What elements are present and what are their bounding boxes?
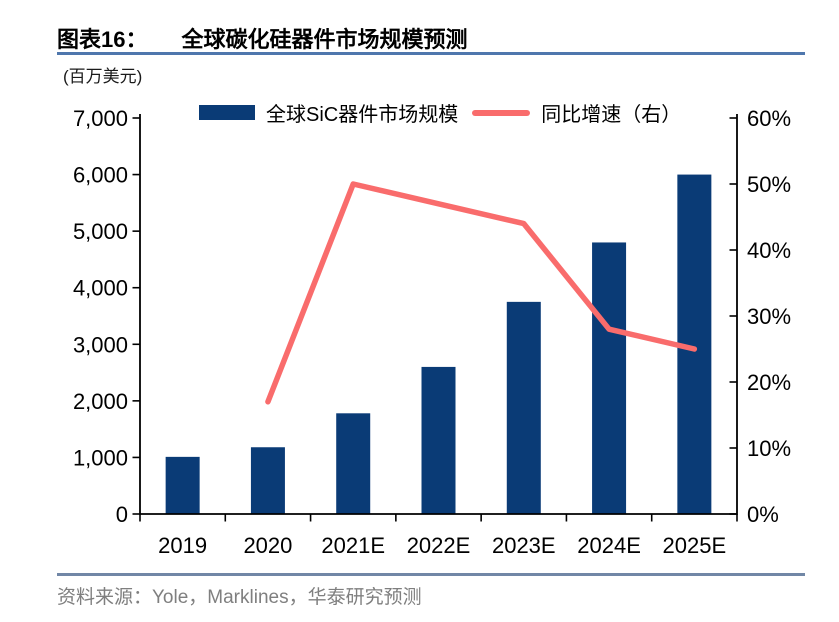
left-axis-tick-label: 6,000 xyxy=(73,163,128,188)
left-axis-tick-label: 7,000 xyxy=(73,106,128,131)
left-axis-tick-label: 3,000 xyxy=(73,332,128,357)
figure-header: 图表16： 全球碳化硅器件市场规模预测 xyxy=(57,22,805,54)
right-axis-tick-label: 50% xyxy=(747,172,791,197)
left-axis-unit-label: (百万美元) xyxy=(63,67,143,86)
right-axis-tick-label: 60% xyxy=(747,106,791,131)
x-axis-category-label: 2025E xyxy=(663,533,727,558)
source-note: 资料来源：Yole，Marklines，华泰研究预测 xyxy=(57,587,422,608)
left-axis-tick-label: 0 xyxy=(116,502,128,527)
footer-divider xyxy=(57,573,805,576)
figure-title: 全球碳化硅器件市场规模预测 xyxy=(181,27,468,52)
right-axis-tick-label: 0% xyxy=(747,502,779,527)
title-divider xyxy=(57,52,805,55)
right-axis-tick-label: 40% xyxy=(747,238,791,263)
growth-rate-line xyxy=(265,181,698,405)
x-axis-category-label: 2019 xyxy=(158,533,207,558)
left-axis-tick-label: 5,000 xyxy=(73,219,128,244)
right-axis-tick-label: 30% xyxy=(747,304,791,329)
x-axis-category-label: 2021E xyxy=(321,533,385,558)
bar-2020 xyxy=(250,447,285,514)
right-axis-tick-label: 20% xyxy=(747,370,791,395)
legend-item-market-size: 全球SiC器件市场规模 xyxy=(199,98,458,127)
bar-2024E xyxy=(592,242,627,514)
left-axis-tick-label: 2,000 xyxy=(73,389,128,414)
bar-2023E xyxy=(506,301,541,514)
bar-2019 xyxy=(165,456,200,514)
axis-frame xyxy=(139,114,738,515)
legend-item-growth: 同比增速（右） xyxy=(472,98,681,127)
left-axis-tick-label: 4,000 xyxy=(73,276,128,301)
chart-legend: 全球SiC器件市场规模 同比增速（右） xyxy=(199,98,681,127)
line-series-swatch xyxy=(472,109,531,116)
legend-label-growth: 同比增速（右） xyxy=(541,104,682,126)
left-axis-tick-label: 1,000 xyxy=(73,445,128,470)
figure-number: 图表16： xyxy=(57,27,148,52)
right-axis-tick-label: 10% xyxy=(747,436,791,461)
bar-2022E xyxy=(421,366,456,514)
bar-series-swatch xyxy=(199,105,255,120)
x-axis-category-label: 2024E xyxy=(577,533,641,558)
bar-2021E xyxy=(336,413,371,514)
x-axis-category-label: 2022E xyxy=(407,533,471,558)
x-axis-category-label: 2023E xyxy=(492,533,556,558)
legend-label-market-size: 全球SiC器件市场规模 xyxy=(266,104,459,126)
x-axis-category-label: 2020 xyxy=(243,533,292,558)
